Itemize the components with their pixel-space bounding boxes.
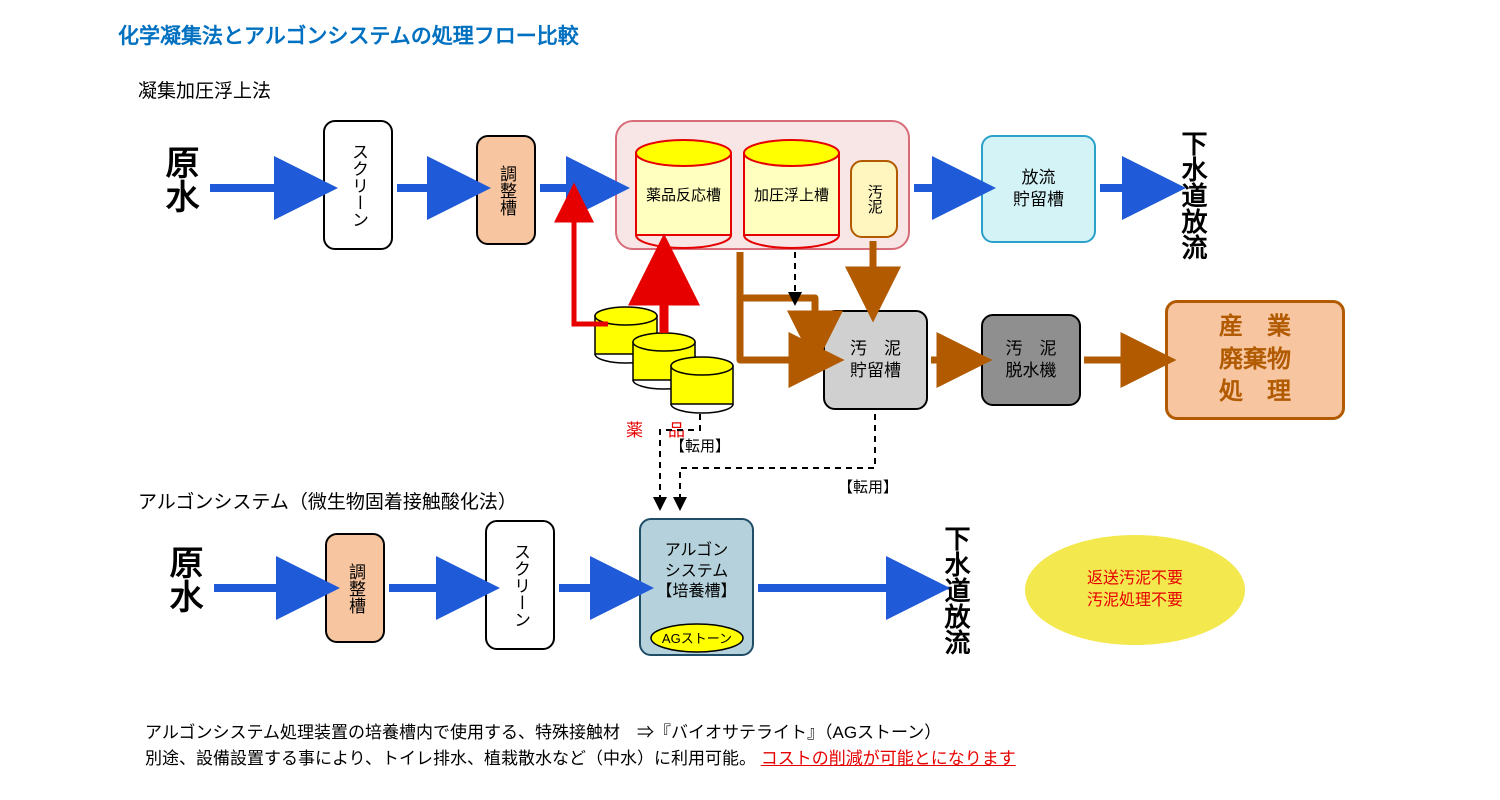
flow1-sludge-label: 汚泥 [864,184,884,214]
flow2-subtitle: アルゴンシステム（微生物固着接触酸化法） [138,487,517,514]
flow1-waste-label: 産 業 廃棄物 処 理 [1219,311,1291,408]
flow1-reuse2-label: 【転用】 [838,476,898,497]
flow1-sludge-tank-box: 汚 泥 貯留槽 [823,310,928,410]
footer-line2a: 別途、設備設置する事により、トイレ排水、植栽散水など（中水）に利用可能。 [145,749,756,768]
flow2-argon-box: アルゴン システム 【培養槽】 [639,518,754,656]
flow1-discharge-box: 放流 貯留槽 [981,135,1096,243]
flow2-sewer-label: 下水道放流 [938,525,975,655]
brown-arrows [740,241,1152,360]
flow2-argon-label: アルゴン システム 【培養槽】 [656,541,736,603]
flow2-screen-box: スクリーン [485,520,555,650]
footer-line2b: コストの削減が可能とになります [761,749,1016,768]
footer-line1: アルゴンシステム処理装置の培養槽内で使用する、特殊接触材 ⇒『バイオサテライト』… [145,720,1016,746]
flow2-adjust-label: 調整槽 [344,563,366,614]
flow1-sludge-tank-label: 汚 泥 貯留槽 [850,338,901,382]
flow1-screen-box: スクリーン [323,120,393,250]
flow2-screen-label: スクリーン [509,543,531,628]
flow1-adjust-box: 調整槽 [476,135,536,245]
flow1-sludge-box: 汚泥 [850,160,898,238]
diagram-stage: 化学凝集法とアルゴンシステムの処理フロー比較 凝集加圧浮上法 原水 スクリーン … [0,0,1500,800]
flow1-brown-arrows [740,252,815,342]
flow1-subtitle: 凝集加圧浮上法 [138,76,271,103]
flow1-screen-label: スクリーン [347,143,369,228]
chem-cyls [595,307,733,413]
flow1-raw-water-label: 原水 [155,145,204,213]
footer-line2: 別途、設備設置する事により、トイレ排水、植栽散水など（中水）に利用可能。 コスト… [145,746,1016,772]
flow1-adjust-label: 調整槽 [495,165,517,216]
flow2-callout: 返送汚泥不要 汚泥処理不要 [1025,535,1245,645]
flow2-raw-water-label: 原水 [159,545,208,613]
flow1-sewer-label: 下水道放流 [1175,130,1212,260]
flow1-waste-box: 産 業 廃棄物 処 理 [1165,300,1345,420]
main-title: 化学凝集法とアルゴンシステムの処理フロー比較 [118,20,579,50]
footer-text: アルゴンシステム処理装置の培養槽内で使用する、特殊接触材 ⇒『バイオサテライト』… [145,720,1016,773]
flow1-discharge-label: 放流 貯留槽 [1013,167,1064,211]
flow2-adjust-box: 調整槽 [325,533,385,643]
flow1-sludge-dewater-label: 汚 泥 脱水機 [1006,338,1057,382]
callout-line1: 返送汚泥不要 [1087,568,1183,590]
callout-line2: 汚泥処理不要 [1087,590,1183,612]
flow1-reuse1-label: 【転用】 [670,435,730,456]
flow1-sludge-dewater-box: 汚 泥 脱水機 [981,314,1081,406]
